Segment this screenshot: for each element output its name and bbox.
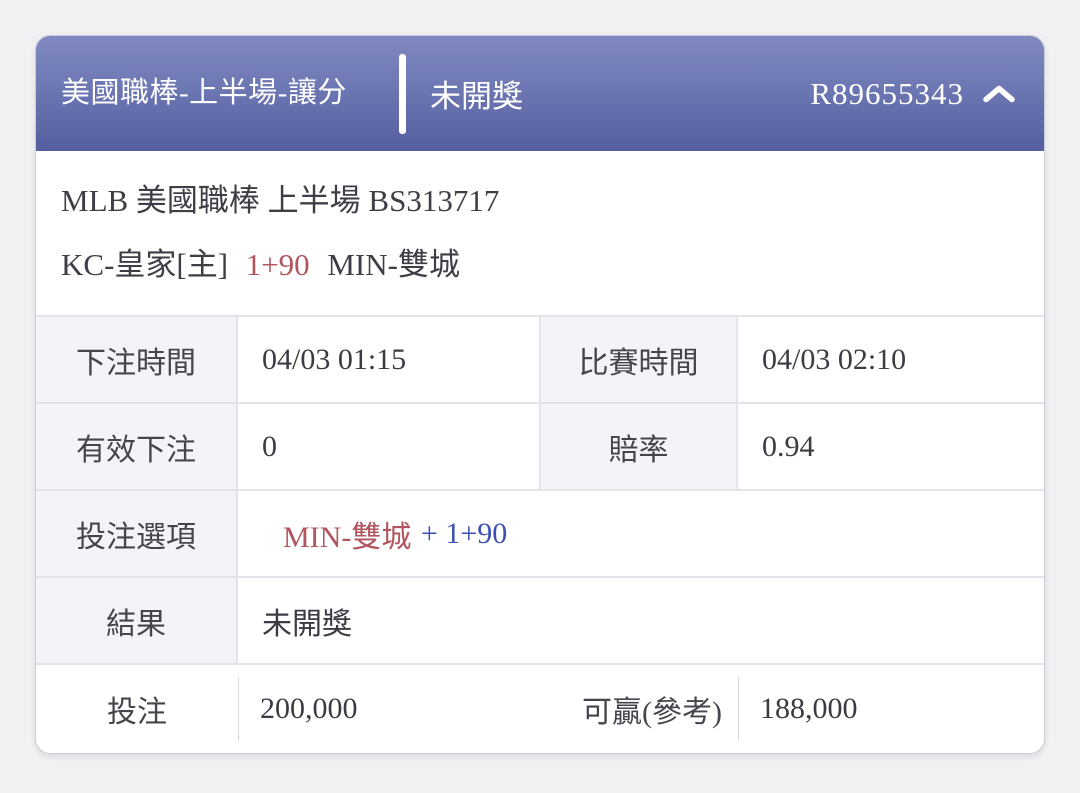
valid-bet-label: 有效下注	[36, 404, 238, 489]
selection-pick: MIN-雙城	[283, 520, 412, 554]
potential-win-value: 188,000	[738, 665, 1044, 753]
row-stake: 投注 200,000 可贏(參考) 188,000	[36, 665, 1044, 753]
away-team: MIN-雙城	[327, 247, 460, 282]
odds-label: 賠率	[541, 404, 738, 489]
selection-label: 投注選項	[36, 491, 238, 576]
stake-value: 200,000	[238, 665, 541, 753]
valid-bet-value: 0	[238, 404, 541, 489]
stake-label: 投注	[107, 696, 167, 729]
match-time-label: 比賽時間	[541, 317, 738, 402]
match-time-value: 04/03 02:10	[762, 342, 907, 376]
bet-time-label: 下注時間	[36, 317, 238, 402]
selection-value: MIN-雙城 + 1+90	[238, 491, 1044, 576]
selection-line: + 1+90	[420, 516, 508, 550]
header-status: 未開獎	[430, 79, 523, 114]
league-line: MLB 美國職棒 上半場 BS313717	[61, 183, 500, 218]
card-header[interactable]: 美國職棒-上半場-讓分 未開獎 R89655343	[36, 36, 1044, 151]
row-times: 下注時間 04/03 01:15 比賽時間 04/03 02:10	[36, 317, 1044, 404]
handicap-value: 1+90	[245, 247, 310, 282]
home-team: KC-皇家[主]	[61, 247, 229, 282]
bet-record-card: 美國職棒-上半場-讓分 未開獎 R89655343 MLB 美國職棒 上半場 B…	[35, 35, 1045, 754]
potential-win-label: 可贏(參考)	[582, 696, 722, 729]
ticket-id: R89655343	[810, 75, 964, 111]
row-result: 結果 未開獎	[36, 578, 1044, 665]
chevron-up-icon[interactable]	[982, 84, 1016, 104]
bet-time-value: 04/03 01:15	[238, 317, 541, 402]
match-info-section: MLB 美國職棒 上半場 BS313717 KC-皇家[主] 1+90 MIN-…	[36, 151, 1044, 317]
odds-value: 0.94	[762, 429, 815, 463]
header-divider	[399, 53, 406, 134]
result-value: 未開獎	[262, 607, 352, 641]
bet-type-title: 美國職棒-上半場-讓分	[61, 77, 347, 109]
result-label: 結果	[36, 578, 238, 663]
row-selection: 投注選項 MIN-雙城 + 1+90	[36, 491, 1044, 578]
matchup-line: KC-皇家[主] 1+90 MIN-雙城	[61, 233, 1019, 297]
row-valid-odds: 有效下注 0 賠率 0.94	[36, 404, 1044, 491]
